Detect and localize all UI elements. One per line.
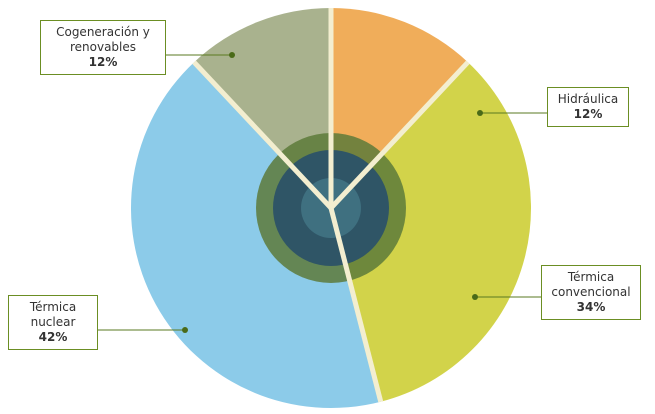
leader-dot (472, 294, 478, 300)
value-label: 34% (576, 300, 606, 314)
slice-label: Cogeneración y renovables 12% (40, 20, 166, 75)
slice-label: Hidráulica 12% (547, 87, 629, 127)
slice-separator (328, 207, 384, 403)
category-label: Térmica nuclear (29, 300, 77, 329)
value-label: 12% (88, 55, 118, 69)
slice-separator (329, 60, 470, 210)
category-label: Cogeneración y renovables (56, 25, 150, 54)
leader-dot (229, 52, 235, 58)
pie-slice (130, 62, 381, 409)
value-label: 12% (573, 107, 603, 121)
category-label: Hidráulica (557, 92, 619, 106)
slice-label: Térmica nuclear 42% (8, 295, 98, 350)
value-label: 42% (38, 330, 68, 344)
slice-label: Térmica convencional 34% (541, 265, 641, 320)
leader-dot (477, 110, 483, 116)
leader-dot (182, 327, 188, 333)
category-label: Térmica convencional (551, 270, 631, 299)
slice-separator (192, 60, 333, 210)
pie-slice (331, 62, 532, 402)
